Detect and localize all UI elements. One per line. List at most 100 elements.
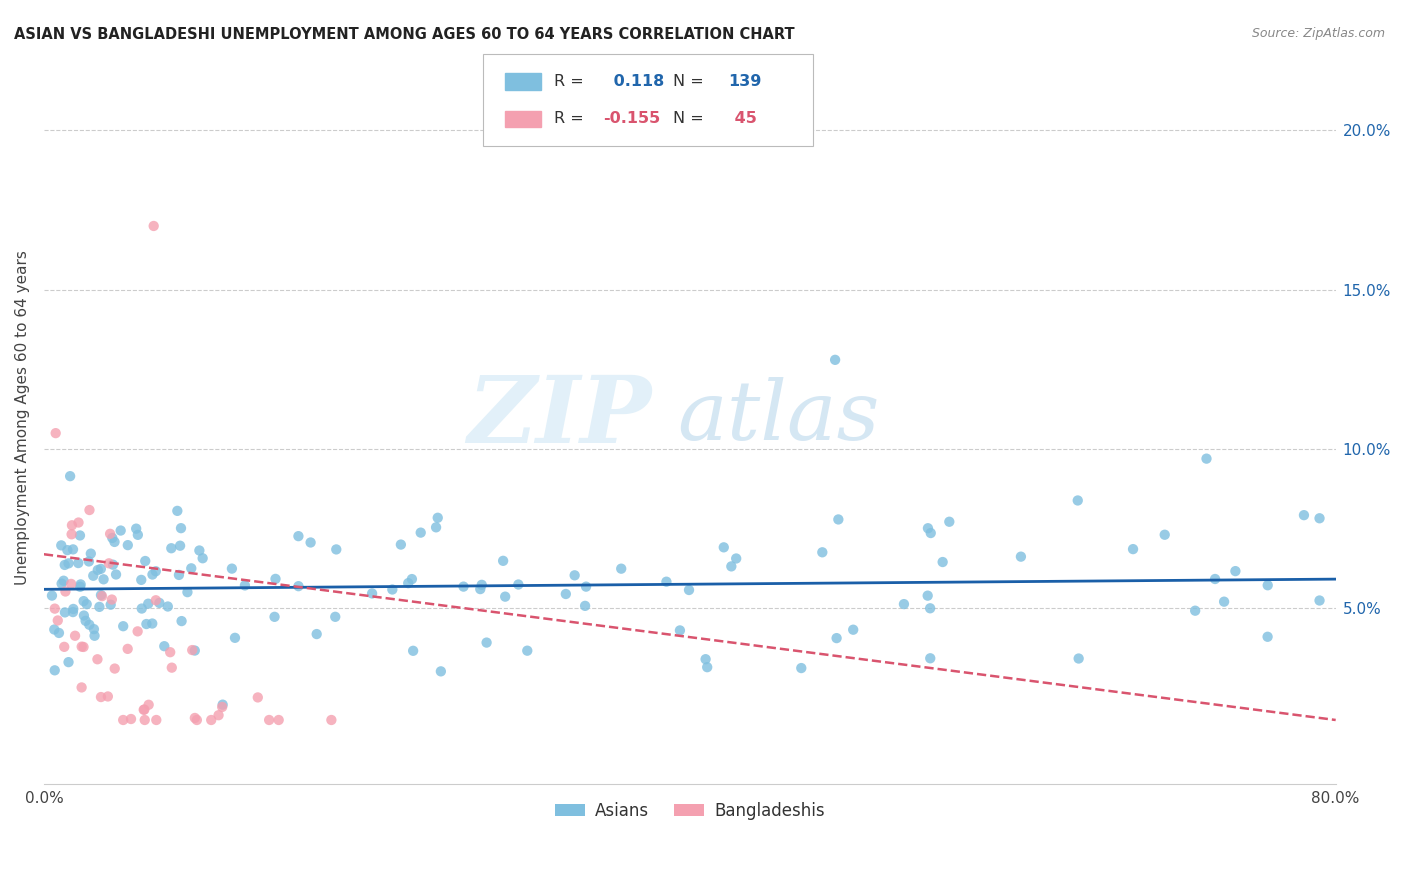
Point [917, 521, 939, 535]
Point [305, 627, 328, 641]
Point [430, 665, 453, 679]
Point [402, 644, 425, 658]
Point [45, 426, 67, 441]
Point [263, 610, 285, 624]
Point [257, 713, 280, 727]
Point [134, 702, 156, 716]
Point [574, 599, 596, 613]
Point [44, 601, 66, 615]
FancyBboxPatch shape [484, 54, 813, 146]
Point [575, 580, 598, 594]
Point [564, 568, 586, 582]
Point [1309, 593, 1331, 607]
Point [100, 598, 122, 612]
Point [931, 555, 953, 569]
Point [91, 589, 114, 603]
Point [494, 590, 516, 604]
Point [69, 577, 91, 591]
Point [77, 554, 100, 568]
Point [893, 597, 915, 611]
Point [101, 531, 124, 545]
Point [361, 586, 384, 600]
Point [920, 651, 942, 665]
Point [211, 698, 233, 712]
Point [200, 713, 222, 727]
Point [471, 578, 494, 592]
Point [1067, 651, 1090, 665]
Point [51, 538, 73, 552]
Point [1195, 451, 1218, 466]
Point [1122, 542, 1144, 557]
Point [125, 522, 148, 536]
Point [153, 639, 176, 653]
Point [827, 512, 849, 526]
Point [75, 614, 97, 628]
Point [60, 577, 83, 591]
Point [188, 543, 211, 558]
Point [267, 713, 290, 727]
Point [824, 352, 846, 367]
Point [325, 542, 347, 557]
Point [426, 510, 449, 524]
Point [62, 542, 84, 557]
Point [148, 596, 170, 610]
Point [920, 601, 942, 615]
Point [181, 643, 204, 657]
Point [246, 690, 269, 705]
Point [790, 661, 813, 675]
Point [98, 557, 121, 571]
Point [401, 572, 423, 586]
Point [59, 469, 82, 483]
Point [669, 624, 692, 638]
Point [211, 700, 233, 714]
Point [131, 601, 153, 615]
Text: 139: 139 [728, 74, 762, 89]
Point [1257, 630, 1279, 644]
Point [156, 599, 179, 614]
Point [76, 597, 98, 611]
Point [1213, 595, 1236, 609]
Point [73, 608, 96, 623]
Point [90, 690, 112, 704]
Point [184, 711, 207, 725]
Point [1292, 508, 1315, 523]
Point [842, 623, 865, 637]
Point [409, 525, 432, 540]
Point [287, 579, 309, 593]
Point [69, 580, 91, 594]
Point [117, 641, 139, 656]
Point [381, 582, 404, 597]
Text: ASIAN VS BANGLADESHI UNEMPLOYMENT AMONG AGES 60 TO 64 YEARS CORRELATION CHART: ASIAN VS BANGLADESHI UNEMPLOYMENT AMONG … [14, 27, 794, 42]
Point [299, 535, 322, 549]
Bar [505, 73, 541, 89]
Point [80, 547, 103, 561]
Point [79, 617, 101, 632]
Point [508, 577, 530, 591]
Point [145, 713, 167, 727]
Point [207, 708, 229, 723]
Point [191, 551, 214, 566]
Point [98, 526, 121, 541]
Point [917, 589, 939, 603]
Point [46, 614, 69, 628]
Y-axis label: Unemployment Among Ages 60 to 64 years: Unemployment Among Ages 60 to 64 years [15, 250, 30, 584]
Point [145, 593, 167, 607]
Point [453, 580, 475, 594]
Point [221, 561, 243, 575]
Point [70, 640, 93, 654]
Point [86, 652, 108, 666]
Point [1010, 549, 1032, 564]
Point [610, 562, 633, 576]
Point [713, 541, 735, 555]
Text: Source: ZipAtlas.com: Source: ZipAtlas.com [1251, 27, 1385, 40]
Point [492, 554, 515, 568]
Point [389, 538, 412, 552]
Point [67, 516, 90, 530]
Point [180, 561, 202, 575]
Point [53, 606, 76, 620]
Point [90, 588, 112, 602]
Point [52, 574, 75, 588]
Point [1309, 511, 1331, 525]
Point [129, 573, 152, 587]
Point [62, 602, 84, 616]
